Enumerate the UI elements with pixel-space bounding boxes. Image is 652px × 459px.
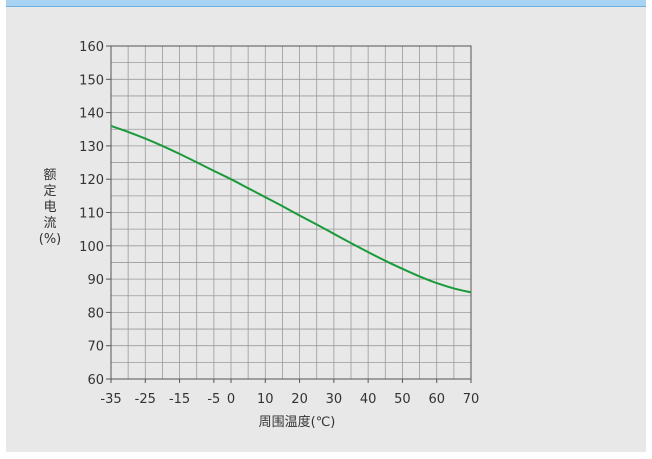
y-tick-label: 100	[79, 240, 104, 255]
y-tick-label: 70	[87, 340, 104, 355]
x-tick-label: -25	[135, 392, 156, 407]
axes	[106, 45, 472, 383]
y-tick-label: 130	[79, 140, 104, 155]
x-axis-title: 周围温度(℃)	[259, 414, 336, 430]
chart-panel: 60 70 80 90 100 110 120 130 140 150 160 -35 -25 -15 -5…	[6, 0, 646, 452]
x-tick-label: 10	[257, 392, 274, 407]
y-tick-label: 60	[87, 373, 104, 388]
x-tick-label: 0	[227, 392, 235, 407]
x-tick-label: 70	[463, 392, 480, 407]
y-tick-label: 80	[87, 306, 104, 321]
y-tick-label: 140	[79, 107, 104, 122]
y-tick-label: 150	[79, 73, 104, 88]
x-tick-label: 20	[291, 392, 308, 407]
y-axis-title-char: 定	[43, 184, 57, 199]
y-tick-label: 120	[79, 173, 104, 188]
x-tick-label: 60	[428, 392, 445, 407]
top-bar	[6, 0, 646, 7]
y-tick-label: 160	[79, 40, 104, 55]
y-axis-title-char: 额	[43, 168, 57, 183]
x-tick-label: -5	[207, 392, 220, 407]
x-tick-label: 30	[326, 392, 343, 407]
x-tick-label: 40	[360, 392, 377, 407]
y-axis-title-char: (%)	[38, 232, 62, 247]
x-tick-label: -15	[169, 392, 190, 407]
grid	[110, 45, 472, 380]
x-tick-label: -35	[100, 392, 121, 407]
series-layer	[110, 124, 472, 294]
y-axis-title-char: 流	[43, 216, 57, 231]
x-tick-label: 50	[394, 392, 411, 407]
y-axis-title-char: 电	[43, 200, 57, 215]
series-line	[110, 124, 472, 294]
y-tick-label: 110	[79, 207, 104, 222]
y-tick-label: 90	[87, 273, 104, 288]
y-axis-title: 额定电流 (%)	[30, 168, 70, 248]
